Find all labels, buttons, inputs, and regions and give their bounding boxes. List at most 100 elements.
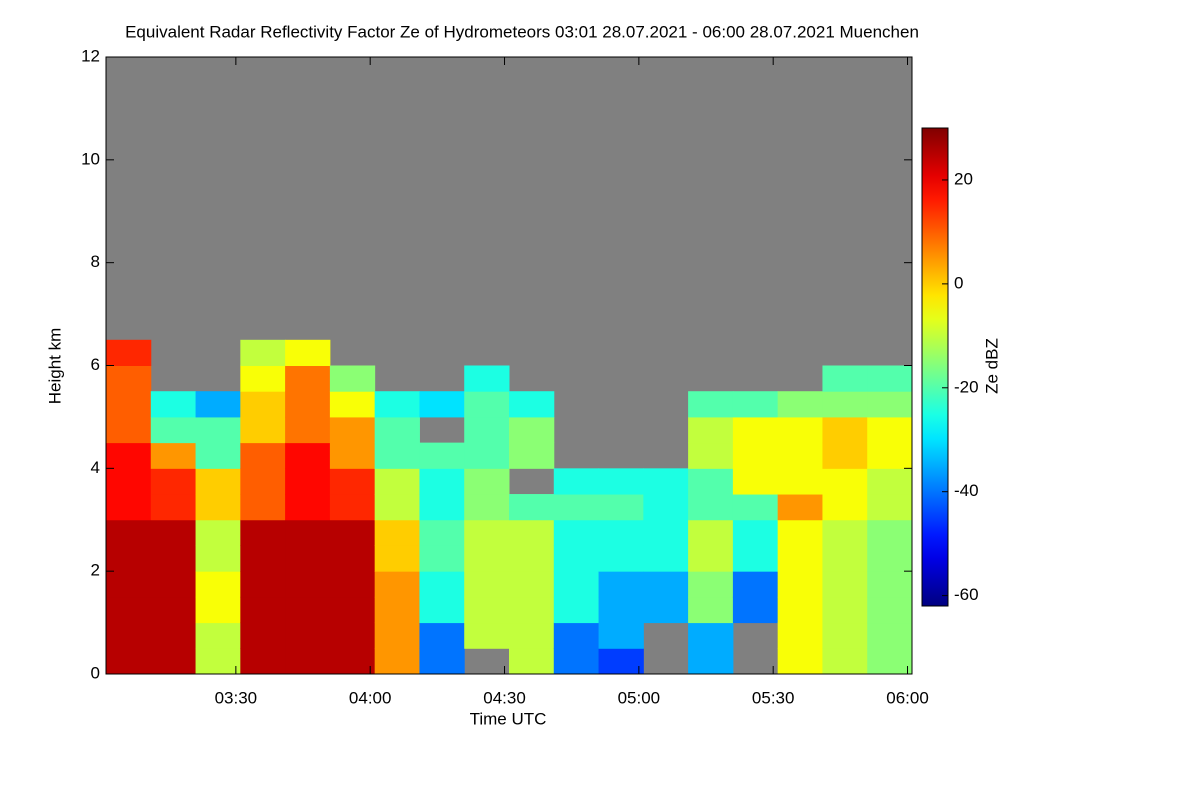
- cell: [732, 468, 779, 495]
- cell: [777, 391, 823, 418]
- cell: [150, 571, 197, 598]
- cell: [106, 596, 152, 624]
- cell: [867, 391, 913, 418]
- cell: [464, 442, 510, 469]
- cell: [553, 622, 600, 649]
- cell: [509, 648, 555, 675]
- x-tick-label: 04:00: [349, 688, 392, 707]
- cell: [822, 391, 868, 418]
- y-axis-label: Height km: [45, 328, 64, 405]
- cell: [329, 416, 376, 444]
- cell: [329, 494, 376, 521]
- cell: [598, 596, 644, 624]
- cell: [777, 442, 823, 469]
- cell: [240, 468, 286, 495]
- cell: [106, 339, 152, 366]
- cell: [150, 519, 197, 546]
- cell: [150, 468, 197, 495]
- colorbar-label: Ze dBZ: [982, 338, 1001, 394]
- cell: [732, 596, 779, 624]
- colorbar-tick-label: -20: [954, 377, 979, 396]
- cell: [329, 545, 376, 572]
- cell: [374, 416, 420, 444]
- cell: [777, 622, 823, 649]
- cell: [509, 494, 555, 521]
- cell: [598, 622, 644, 649]
- cell: [106, 545, 152, 572]
- cell: [374, 494, 420, 521]
- cell: [150, 416, 197, 444]
- cell: [374, 622, 420, 649]
- cell: [777, 596, 823, 624]
- cell: [419, 519, 465, 546]
- cell: [150, 648, 197, 675]
- cell: [867, 622, 913, 649]
- x-tick-label: 05:00: [618, 688, 661, 707]
- cell: [509, 571, 555, 598]
- colorbar: [921, 127, 949, 607]
- cell: [150, 494, 197, 521]
- cell: [195, 416, 241, 444]
- cell: [822, 545, 868, 572]
- y-tick-label: 6: [91, 355, 100, 374]
- cell: [195, 545, 241, 572]
- cell: [106, 416, 152, 444]
- cell: [509, 622, 555, 649]
- cell: [777, 494, 823, 521]
- cell: [509, 416, 555, 444]
- cell: [240, 416, 286, 444]
- chart-title: Equivalent Radar Reflectivity Factor Ze …: [125, 22, 919, 41]
- cell: [553, 494, 600, 521]
- cell: [285, 468, 331, 495]
- cell: [643, 571, 689, 598]
- cell: [598, 545, 644, 572]
- cell: [643, 596, 689, 624]
- cell: [195, 622, 241, 649]
- colorbar-tick-label: -40: [954, 481, 979, 500]
- cell: [509, 545, 555, 572]
- cell: [195, 571, 241, 598]
- cell: [329, 596, 376, 624]
- cell: [822, 468, 868, 495]
- cell: [150, 442, 197, 469]
- y-tick-label: 4: [91, 458, 100, 477]
- x-axis-label: Time UTC: [470, 709, 547, 728]
- cell: [150, 545, 197, 572]
- cell: [195, 494, 241, 521]
- cell: [822, 365, 868, 392]
- cell: [285, 571, 331, 598]
- cell: [329, 519, 376, 546]
- cell: [464, 365, 510, 392]
- cell: [822, 416, 868, 444]
- cell: [553, 596, 600, 624]
- cell: [150, 622, 197, 649]
- cell: [732, 391, 779, 418]
- cell: [822, 622, 868, 649]
- cell: [688, 622, 734, 649]
- cell: [688, 416, 734, 444]
- cell: [240, 596, 286, 624]
- cell: [464, 622, 510, 649]
- cell: [240, 545, 286, 572]
- cell: [285, 442, 331, 469]
- cell: [598, 648, 644, 675]
- cell: [374, 519, 420, 546]
- cell: [822, 571, 868, 598]
- cell: [374, 648, 420, 675]
- cell: [553, 519, 600, 546]
- cell: [464, 596, 510, 624]
- cell: [822, 519, 868, 546]
- cell: [240, 571, 286, 598]
- cell: [329, 365, 376, 392]
- cell: [195, 648, 241, 675]
- cell: [688, 442, 734, 469]
- cell: [732, 442, 779, 469]
- cell: [419, 622, 465, 649]
- cell: [822, 442, 868, 469]
- cell: [867, 519, 913, 546]
- cell: [240, 622, 286, 649]
- y-tick-label: 8: [91, 252, 100, 271]
- cell: [598, 571, 644, 598]
- cell: [329, 468, 376, 495]
